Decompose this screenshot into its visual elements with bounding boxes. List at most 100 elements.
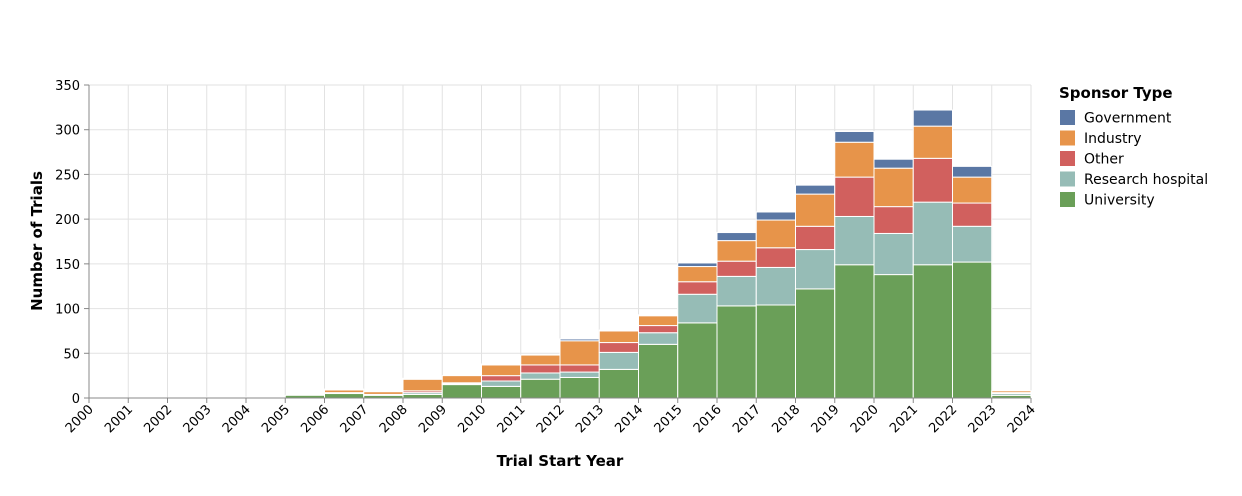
bar-segment-research-hospital-2012 [559,371,600,378]
bar-segment-industry-2008 [402,378,443,392]
x-tick-label-2024: 2024 [1005,402,1039,436]
bar-segment-government-2015 [677,262,718,268]
x-tick-label-2023: 2023 [966,402,1000,436]
legend-swatch-university [1060,192,1075,207]
legend-label-research-hospital: Research hospital [1084,172,1208,188]
bar-segment-research-hospital-2021 [912,201,953,266]
legend-swatch-industry [1060,130,1075,146]
x-tick-label-2020: 2020 [848,402,882,436]
legend-label-industry: Industry [1084,131,1142,147]
x-tick-label-2000: 2000 [63,402,97,436]
bar-segment-research-hospital-2020 [873,232,914,276]
bar-segment-industry-2009 [441,375,482,384]
bar-segment-other-2016 [716,260,757,277]
bar-segment-other-2021 [912,157,953,203]
bar-segment-university-2015 [677,322,718,399]
bar-segment-university-2009 [441,384,482,399]
bar-segment-university-2012 [559,376,600,399]
x-tick-label-2022: 2022 [926,402,960,436]
x-tick-label-2006: 2006 [298,402,332,436]
y-tick-label-0: 0 [72,392,80,407]
legend-swatch-research-hospital [1060,171,1075,187]
bar-segment-research-hospital-2019 [834,215,875,266]
x-tick-label-2011: 2011 [495,402,529,436]
bar-segment-industry-2019 [834,141,875,178]
bar-segment-other-2022 [952,202,993,227]
bar-segment-research-hospital-2022 [952,225,993,263]
bar-segment-university-2006 [324,393,365,399]
bar-segment-government-2016 [716,232,757,242]
bar-segment-university-2010 [481,385,522,399]
bar-segment-industry-2011 [520,354,561,366]
x-tick-label-2016: 2016 [691,402,725,436]
y-axis-title: Number of Trials [28,171,46,311]
x-tick-label-2021: 2021 [887,402,921,436]
legend-title: Sponsor Type [1059,84,1173,102]
bar-segment-research-hospital-2010 [481,380,522,387]
bar-segment-other-2011 [520,364,561,374]
bar-segment-university-2021 [912,264,953,399]
y-tick-label-350: 350 [55,79,80,94]
x-tick-label-2009: 2009 [416,402,450,436]
y-axis-ticks: 0 50 100 150 200 250 300 350 [55,79,89,407]
x-tick-label-2014: 2014 [612,402,646,436]
bar-segment-research-hospital-2011 [520,372,561,380]
x-tick-label-2012: 2012 [534,402,568,436]
bar-segment-industry-2013 [598,330,639,344]
x-tick-label-2018: 2018 [769,402,803,436]
bar-segment-government-2008 [402,377,443,380]
bar-segment-industry-2022 [952,176,993,204]
bar-segment-industry-2017 [755,219,796,249]
bar-segment-university-2017 [755,304,796,399]
bar-segment-industry-2014 [638,315,679,327]
bar-segment-university-2016 [716,305,757,399]
bar-segment-government-2019 [834,131,875,143]
y-tick-label-250: 250 [55,168,80,183]
x-tick-label-2005: 2005 [259,402,293,436]
bar-segment-government-2012 [559,338,600,342]
bar-segment-other-2012 [559,364,600,373]
bar-segment-research-hospital-2014 [638,332,679,345]
bar-segment-government-2020 [873,158,914,169]
legend: Sponsor Type Government Industry Other Rese… [1059,84,1208,209]
bar-segment-government-2022 [952,165,993,178]
bar-segment-university-2011 [520,378,561,399]
bar-segment-government-2017 [755,211,796,221]
x-tick-label-2015: 2015 [652,402,686,436]
bar-segment-university-2022 [952,261,993,399]
bar-segment-university-2013 [598,368,639,399]
legend-swatch-government [1060,110,1075,125]
bar-segment-research-hospital-2015 [677,293,718,324]
bars [206,109,1032,399]
x-tick-label-2013: 2013 [573,402,607,436]
bar-segment-university-2014 [638,343,679,399]
bar-segment-industry-2020 [873,167,914,208]
bar-segment-other-2018 [795,225,836,251]
bar-segment-other-2013 [598,342,639,353]
x-tick-label-2007: 2007 [338,402,372,436]
legend-label-university: University [1084,193,1155,209]
bar-segment-other-2020 [873,206,914,234]
bar-segment-university-2020 [873,274,914,399]
y-tick-label-300: 300 [55,124,80,139]
bar-segment-university-2019 [834,264,875,399]
x-axis-ticks: 2000 2001 2002 2003 2004 2005 2006 2007 2008 2009… [63,398,1039,436]
bar-segment-government-2013 [598,329,639,332]
bar-segment-government-2006 [324,388,365,391]
bar-segment-industry-2023 [991,390,1032,394]
x-tick-label-2004: 2004 [220,402,254,436]
y-tick-label-150: 150 [55,258,80,273]
bar-segment-other-2019 [834,176,875,217]
y-tick-label-200: 200 [55,213,80,228]
bar-segment-other-2015 [677,281,718,295]
legend-label-government: Government [1084,111,1172,127]
bar-segment-research-hospital-2018 [795,249,836,290]
bar-segment-other-2010 [481,375,522,382]
x-tick-label-2008: 2008 [377,402,411,436]
x-tick-label-2010: 2010 [455,402,489,436]
x-tick-label-2017: 2017 [730,402,764,436]
bar-segment-other-2017 [755,247,796,268]
bar-segment-industry-2016 [716,240,757,262]
bar-segment-research-hospital-2016 [716,275,757,307]
